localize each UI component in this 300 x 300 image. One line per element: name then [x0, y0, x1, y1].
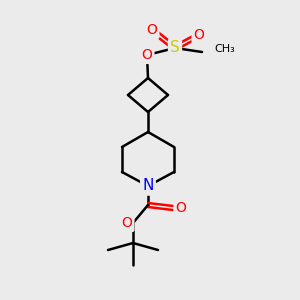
Text: S: S — [170, 40, 180, 56]
Text: O: O — [176, 201, 186, 215]
Text: O: O — [122, 216, 132, 230]
Text: CH₃: CH₃ — [214, 44, 235, 54]
Text: O: O — [142, 48, 152, 62]
Text: O: O — [147, 23, 158, 37]
Text: O: O — [194, 28, 204, 42]
Text: N: N — [142, 178, 154, 194]
